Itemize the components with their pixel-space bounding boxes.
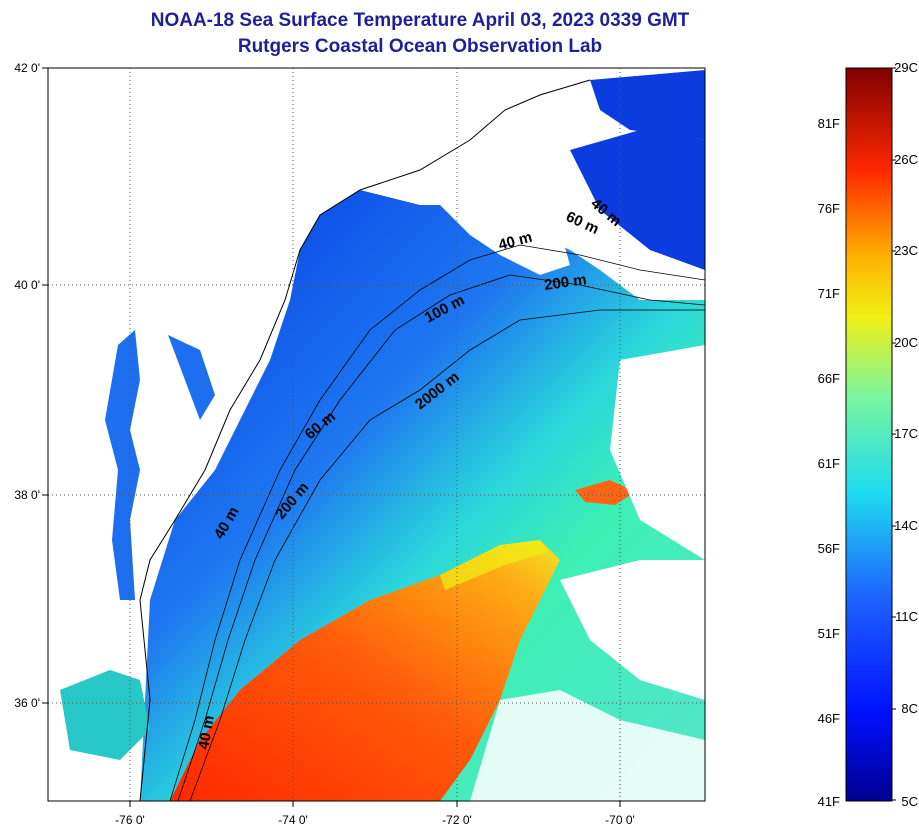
map-subtitle: Rutgers Coastal Ocean Observation Lab: [237, 36, 603, 57]
graticule: [48, 68, 705, 801]
colorbar-f-label: 61F: [818, 456, 840, 471]
lon-label: -70 0': [605, 813, 635, 827]
delaware-bay: [168, 335, 215, 420]
colorbar-c-label: 20C: [894, 335, 918, 350]
colorbar-c-label: 23C: [894, 243, 918, 258]
gulf-stream-edge: [440, 540, 548, 590]
lat-label: 36 0': [14, 696, 40, 710]
cloud-mask-north: [440, 200, 570, 275]
lat-label: 42 0': [14, 61, 40, 75]
ocean-sst: [140, 190, 705, 801]
colorbar-c-label: 17C: [894, 426, 918, 441]
colorbar-c-label: 26C: [894, 152, 918, 167]
lon-label: -72 0': [442, 813, 472, 827]
lon-label: -74 0': [278, 813, 308, 827]
colorbar-c-label: 8C: [901, 701, 918, 716]
cloud-mask-southeast: [560, 560, 705, 700]
isobath-label: 200 m: [543, 271, 587, 294]
colorbar-f-label: 66F: [818, 371, 840, 386]
colorbar-c-label: 14C: [894, 518, 918, 533]
coastline: [139, 79, 591, 801]
cloud-mask-east: [610, 345, 705, 560]
colorbar-f-label: 41F: [818, 794, 840, 809]
map-frame: [47, 67, 706, 802]
colorbar-f-label: 56F: [818, 541, 840, 556]
lat-label: 40 0': [14, 278, 40, 292]
colorbar-c-label: 29C: [894, 60, 918, 75]
cloud-mask-southeast-2: [470, 690, 705, 801]
colorbar-f-label: 51F: [818, 626, 840, 641]
map-area: 40 m 60 m 40 m 200 m 100 m 2000 m 60 m 4…: [48, 68, 705, 801]
lat-label: 38 0': [14, 488, 40, 502]
colorbar-c-label: 5C: [901, 794, 918, 809]
lon-label: -76 0': [115, 813, 145, 827]
chesapeake-bay: [105, 330, 140, 600]
gulf-stream: [170, 540, 560, 801]
colorbar-f-label: 76F: [818, 201, 840, 216]
colorbar: [845, 67, 893, 802]
colorbar-ticks: [892, 67, 896, 801]
colorbar-f-label: 81F: [818, 116, 840, 131]
warm-eddy: [575, 480, 635, 505]
isobath-lines: [169, 244, 705, 801]
axis-ticks: [42, 67, 621, 807]
colorbar-c-label: 11C: [895, 609, 918, 624]
isobath-label: 40 m: [195, 714, 218, 751]
gulf-of-maine-water: [590, 70, 705, 140]
cape-cod-water: [570, 130, 705, 270]
colorbar-f-label: 71F: [818, 286, 840, 301]
map-title: NOAA-18 Sea Surface Temperature April 03…: [150, 10, 690, 31]
colorbar-f-label: 46F: [818, 711, 840, 726]
pamlico-sound: [60, 670, 150, 760]
